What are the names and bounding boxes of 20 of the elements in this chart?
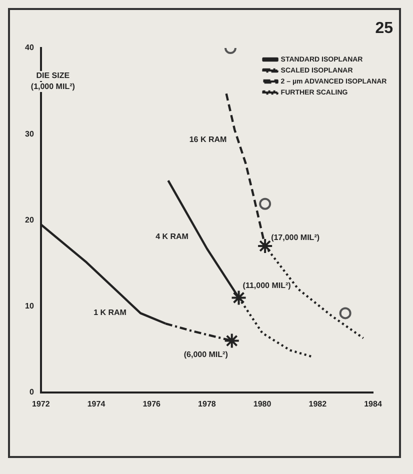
annotation: 4 K RAM <box>156 232 189 242</box>
x-tick-label: 1974 <box>87 399 106 408</box>
y-tick-label: 10 <box>24 302 34 311</box>
y-tick-label: 20 <box>24 215 34 224</box>
y-tick-label: 30 <box>24 129 34 138</box>
x-tick-label: 1972 <box>32 399 50 408</box>
annotation: (17,000 MIL²) <box>271 233 320 242</box>
x-tick-label: 1980 <box>253 399 272 408</box>
x-tick-label: 1978 <box>198 399 216 408</box>
x-tick-label: 1984 <box>364 399 382 408</box>
x-tick-label: 1976 <box>142 399 162 408</box>
annotation: (6,000 MIL²) <box>184 350 228 359</box>
annotation: (11,000 MIL²) <box>242 280 292 290</box>
y-tick-label: 40 <box>24 43 34 52</box>
y-axis-title: DIE SIZE (1,000 MIL²) <box>30 71 76 92</box>
annotation: 1 K RAM <box>94 308 127 318</box>
y-tick-label: 0 <box>29 388 34 397</box>
text: 25 <box>375 20 393 38</box>
annotation: 16 K RAM <box>189 135 228 144</box>
x-tick-label: 1982 <box>308 399 328 408</box>
